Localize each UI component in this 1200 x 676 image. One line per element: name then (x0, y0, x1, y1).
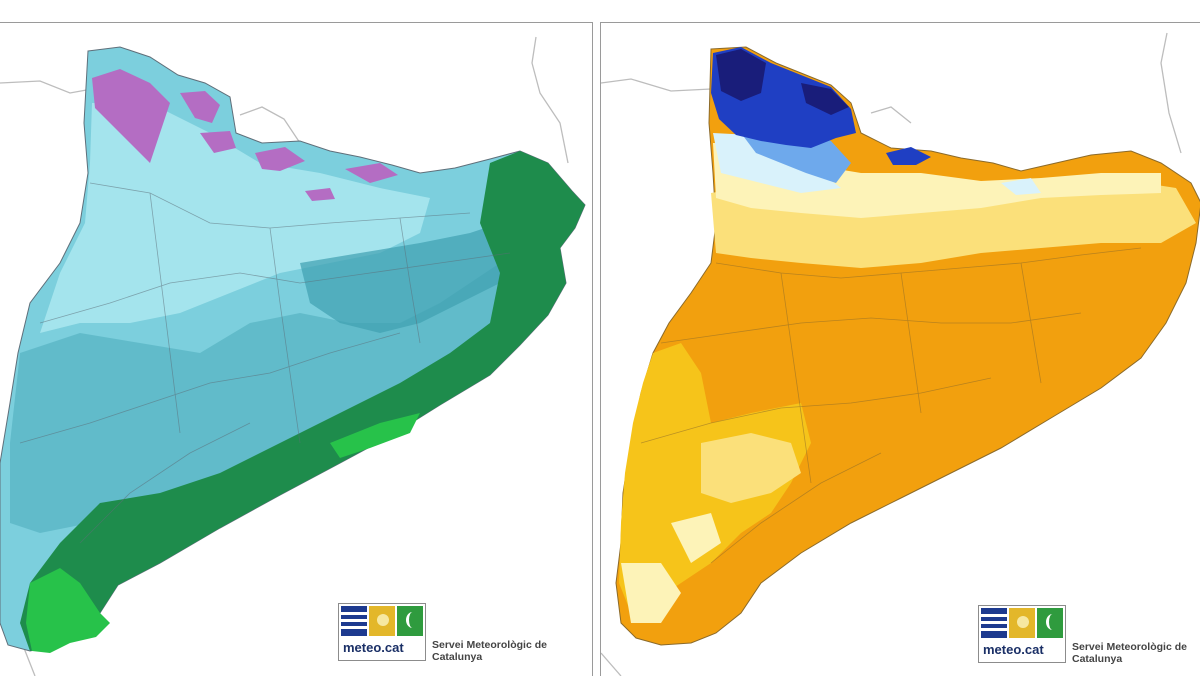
comarca-lines (640, 247, 1142, 564)
meteocat-logo: meteo.cat Servei Meteorològic de Catalun… (338, 603, 578, 663)
logo-wordmark: meteo.cat (343, 640, 404, 655)
zone-high (40, 103, 430, 333)
zone-low (300, 223, 520, 333)
peaks-violet (801, 83, 849, 115)
border-line (239, 106, 301, 144)
peaks-purple (180, 91, 220, 123)
peaks-blue (886, 147, 931, 165)
logo-box: meteo.cat (338, 603, 426, 661)
delta-green (26, 568, 110, 653)
organization-name: Servei Meteorològic de Catalunya (1072, 641, 1187, 665)
peaks-purple (255, 147, 305, 171)
border-line (870, 106, 912, 124)
logo-squares (981, 608, 1063, 638)
zone-pale (621, 563, 681, 623)
logo-sun-square (369, 606, 395, 636)
coast-strip (330, 413, 420, 458)
zone-pale (671, 513, 721, 563)
border-line (0, 80, 93, 94)
zone-pale (701, 433, 801, 503)
peaks-purple (92, 69, 170, 163)
zone-mid (10, 263, 530, 533)
logo-sun-square (1009, 608, 1035, 638)
meteocat-logo: meteo.cat Servei Meteorològic de Catalun… (978, 605, 1200, 665)
zone-cold (713, 133, 841, 193)
peaks-purple (345, 163, 398, 183)
peaks-purple (305, 188, 335, 201)
right-map-panel: meteo.cat Servei Meteorològic de Catalun… (600, 22, 1200, 676)
border-line (601, 78, 712, 92)
logo-box: meteo.cat (978, 605, 1066, 663)
logo-leaf-square (397, 606, 423, 636)
zone-pale-north (713, 143, 1161, 218)
peaks-violet (716, 49, 766, 101)
peaks-purple (200, 131, 236, 153)
organization-name: Servei Meteorològic de Catalunya (432, 639, 547, 663)
logo-blue-square (981, 608, 1007, 638)
logo-blue-square (341, 606, 367, 636)
border-line (601, 652, 622, 676)
coastal-green (20, 151, 585, 651)
peaks-light (1001, 178, 1041, 195)
logo-leaf-square (1037, 608, 1063, 638)
logo-squares (341, 606, 423, 636)
left-climate-map (0, 36, 586, 676)
right-climate-map (601, 32, 1200, 676)
comarca-lines (19, 182, 511, 544)
logo-wordmark: meteo.cat (983, 642, 1044, 657)
left-map-panel: meteo.cat Servei Meteorològic de Catalun… (0, 22, 593, 676)
border-line (531, 36, 569, 164)
border-line (1160, 32, 1182, 154)
